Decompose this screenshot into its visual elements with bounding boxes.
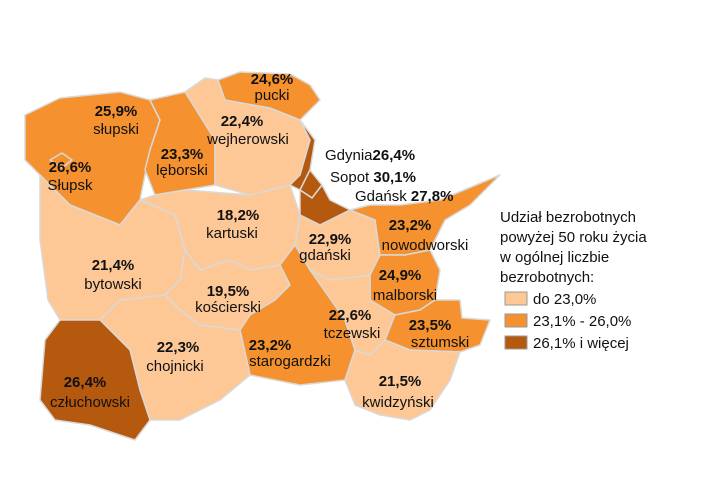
region-name: słupski xyxy=(93,121,139,138)
value-label: 21,4% xyxy=(92,257,135,274)
legend: Udział bezrobotnych powyżej 50 roku życi… xyxy=(499,209,647,352)
legend-label: do 23,0% xyxy=(533,291,596,308)
region-name: nowodworski xyxy=(382,237,469,254)
value-label: 21,5% xyxy=(379,373,422,390)
value-label: 23,2% xyxy=(249,337,292,354)
value-label: 24,6% xyxy=(251,71,294,88)
legend-swatch xyxy=(504,291,528,306)
region-name: pucki xyxy=(254,87,289,104)
region xyxy=(39,319,151,441)
region-name: Słupsk xyxy=(47,177,93,194)
region-name: Sopot xyxy=(330,169,370,186)
value-label: 23,2% xyxy=(389,217,432,234)
value-label: 26,6% xyxy=(49,159,92,176)
region xyxy=(49,152,73,169)
region xyxy=(344,339,461,421)
legend-title: w ogólnej liczbie xyxy=(499,249,609,266)
value-label: 22,9% xyxy=(309,231,352,248)
region-name: sztumski xyxy=(411,334,469,351)
region-name: malborski xyxy=(373,287,437,304)
value-label: 30,1% xyxy=(373,169,416,186)
legend-swatch xyxy=(504,335,528,350)
region-name: kościerski xyxy=(195,299,261,316)
region-name: starogardzki xyxy=(249,353,331,370)
value-label: 24,9% xyxy=(379,267,422,284)
legend-label: 23,1% - 26,0% xyxy=(533,313,631,330)
region-name: kwidzyński xyxy=(362,394,434,411)
legend-title: powyżej 50 roku życia xyxy=(500,229,647,246)
value-label: 22,3% xyxy=(157,339,200,356)
region-name: bytowski xyxy=(84,276,142,293)
value-label: 22,4% xyxy=(221,113,264,130)
city-label: Gdynia26,4% xyxy=(325,147,415,164)
region-name: tczewski xyxy=(324,325,381,342)
value-label: 19,5% xyxy=(207,283,250,300)
city-label: Sopot 30,1% xyxy=(330,169,416,186)
value-label: 23,5% xyxy=(409,317,452,334)
value-label: 18,2% xyxy=(217,207,260,224)
region-labels: 25,9% słupski 26,6% Słupsk 23,3% lęborsk… xyxy=(47,71,469,411)
value-label: 26,4% xyxy=(373,147,416,164)
legend-title: bezrobotnych: xyxy=(500,269,594,286)
value-label: 23,3% xyxy=(161,146,204,163)
legend-swatch xyxy=(504,313,528,328)
value-label: 25,9% xyxy=(95,103,138,120)
region-name: lęborski xyxy=(156,162,208,179)
region-name: gdański xyxy=(299,247,351,264)
value-label: 22,6% xyxy=(329,307,372,324)
value-label: 27,8% xyxy=(411,188,454,205)
region-name: Gdynia xyxy=(325,147,373,164)
region-name: Gdańsk xyxy=(355,188,407,205)
region-name: człuchowski xyxy=(50,394,130,411)
value-label: 26,4% xyxy=(64,374,107,391)
region-name: chojnicki xyxy=(146,358,204,375)
region xyxy=(217,71,321,121)
legend-label: 26,1% i więcej xyxy=(533,335,629,352)
region-name: kartuski xyxy=(206,225,258,242)
region xyxy=(349,174,501,256)
legend-title: Udział bezrobotnych xyxy=(500,209,636,226)
city-label: Gdańsk 27,8% xyxy=(355,188,453,205)
region-name: wejherowski xyxy=(206,131,289,148)
region xyxy=(24,91,161,226)
